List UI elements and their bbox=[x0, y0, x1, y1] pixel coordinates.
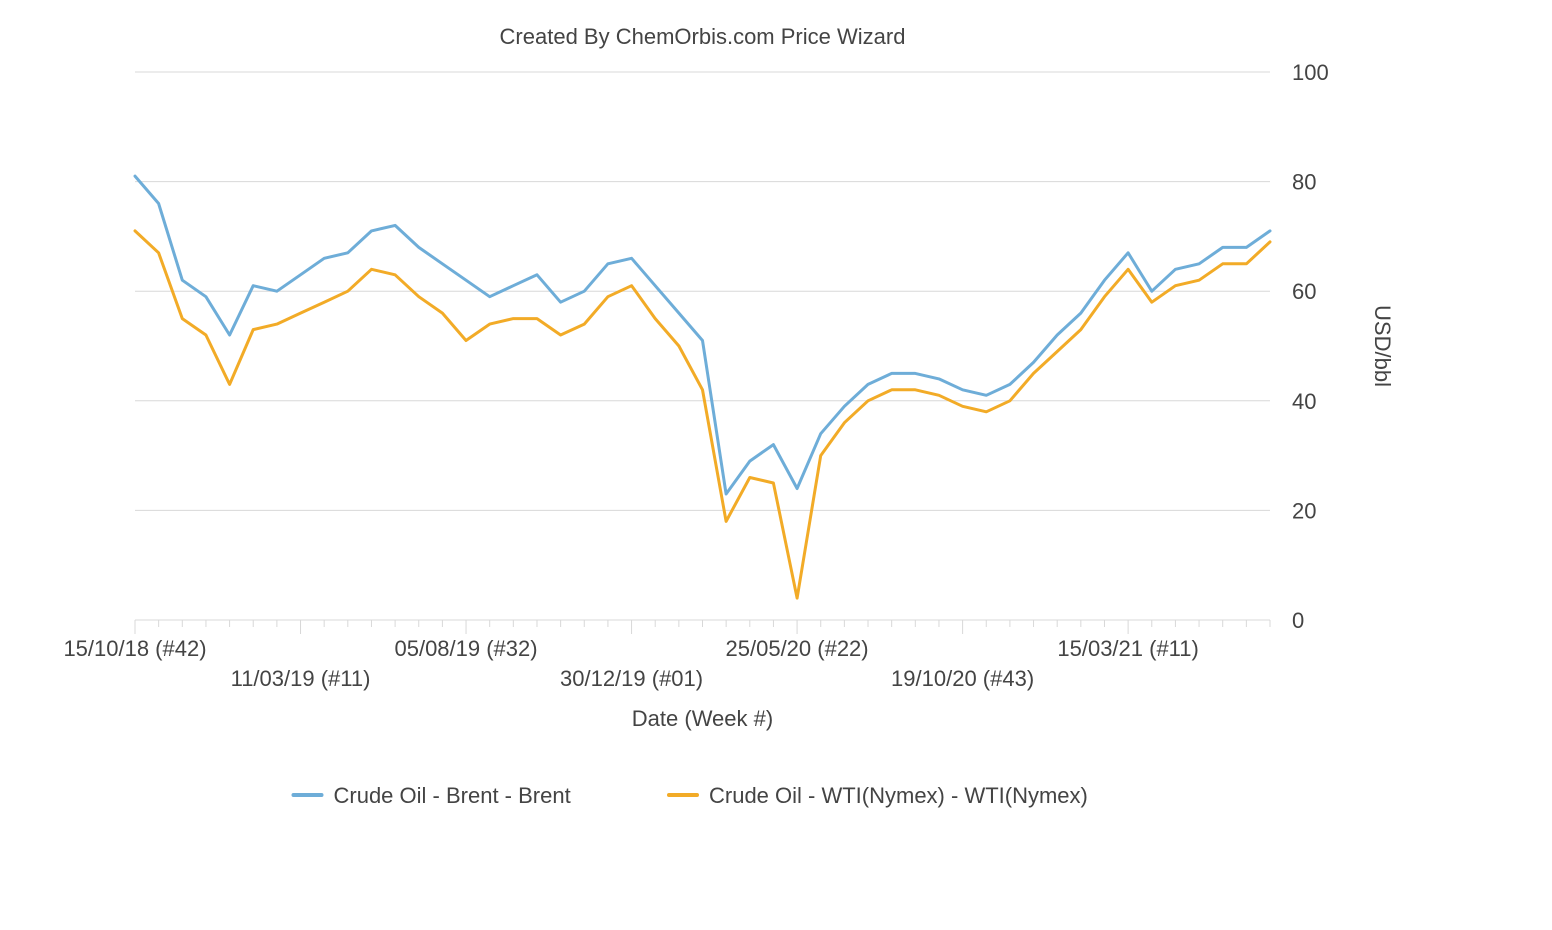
series-line bbox=[135, 176, 1270, 494]
x-tick-label: 11/03/19 (#11) bbox=[231, 666, 371, 691]
x-tick-label: 30/12/19 (#01) bbox=[560, 666, 703, 691]
chart-title: Created By ChemOrbis.com Price Wizard bbox=[500, 24, 906, 49]
x-axis-label: Date (Week #) bbox=[632, 706, 773, 731]
legend-label: Crude Oil - WTI(Nymex) - WTI(Nymex) bbox=[709, 783, 1088, 808]
x-tick-label: 15/10/18 (#42) bbox=[63, 636, 206, 661]
price-chart: Created By ChemOrbis.com Price Wizard 0 20… bbox=[0, 0, 1552, 930]
y-tick-label: 100 bbox=[1292, 60, 1329, 85]
chart-container: Created By ChemOrbis.com Price Wizard 0 20… bbox=[0, 0, 1552, 930]
y-tick-label: 60 bbox=[1292, 279, 1316, 304]
x-tick-label: 05/08/19 (#32) bbox=[394, 636, 537, 661]
x-tick-label: 25/05/20 (#22) bbox=[726, 636, 869, 661]
y-tick-label: 80 bbox=[1292, 170, 1316, 195]
x-tick-label: 15/03/21 (#11) bbox=[1057, 636, 1198, 661]
y-tick-label: 20 bbox=[1292, 498, 1316, 523]
legend-label: Crude Oil - Brent - Brent bbox=[334, 783, 571, 808]
x-tick-label: 19/10/20 (#43) bbox=[891, 666, 1034, 691]
y-axis-label: USD/bbl bbox=[1370, 305, 1395, 387]
y-tick-label: 40 bbox=[1292, 389, 1316, 414]
y-tick-label: 0 bbox=[1292, 608, 1304, 633]
